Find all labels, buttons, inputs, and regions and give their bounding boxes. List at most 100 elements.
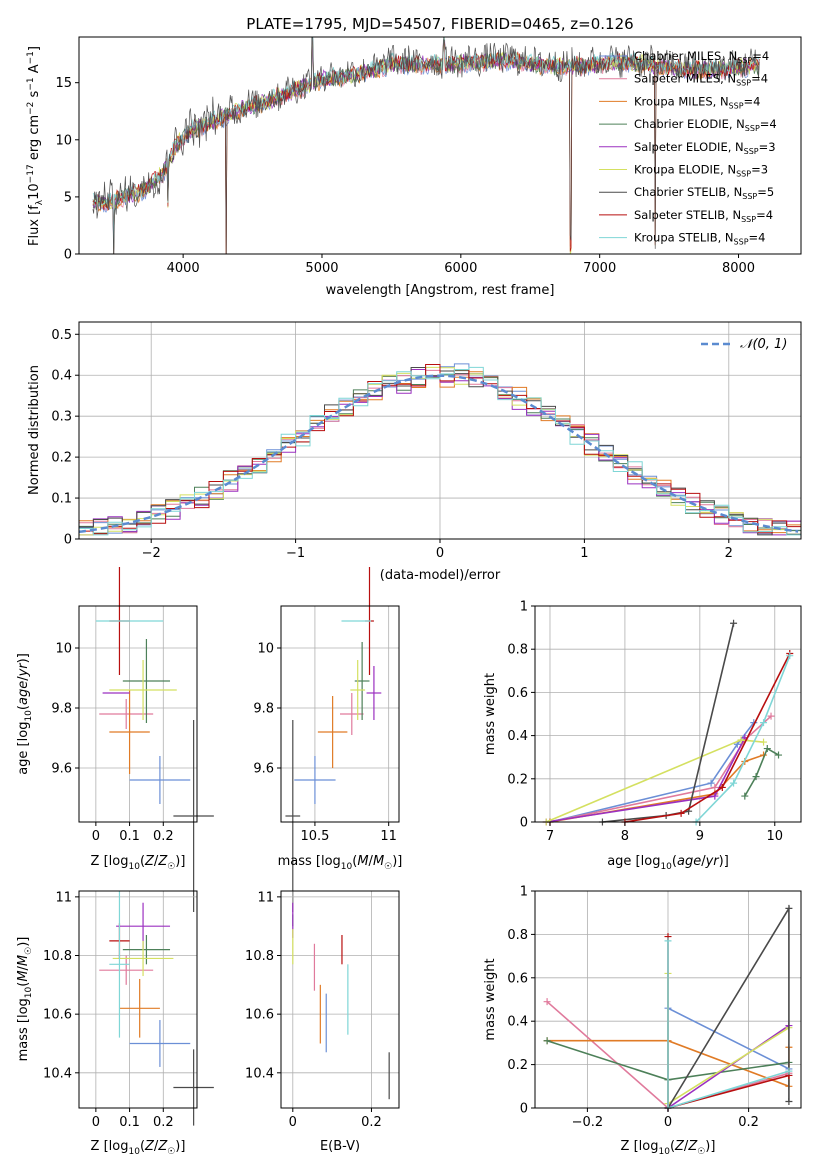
y-tick-label: 0.6 [507, 686, 528, 701]
error-point [109, 690, 150, 774]
age-mass-marks [285, 567, 382, 912]
mass-z-marks [99, 891, 214, 1126]
error-bars [292, 902, 390, 1100]
x-tick-label: 10 [767, 829, 784, 844]
y-axis-label: mass weight [483, 958, 498, 1040]
x-axis-label: wavelength [Angstrom, rest frame] [326, 283, 555, 298]
y-tick-label: 0 [64, 248, 72, 263]
x-tick-label: 5000 [305, 261, 338, 276]
age-z-marks [95, 567, 214, 912]
y-axis-label: mass [log10(M/M☉)] [16, 937, 34, 1062]
y-tick-label: 0.8 [507, 928, 528, 943]
y-tick-label: 11 [257, 890, 274, 905]
y-tick-label: 0.4 [507, 729, 528, 744]
x-axis-label: (data-model)/error [380, 568, 501, 583]
x-tick-label: 10.5 [300, 829, 329, 844]
weight-marker [677, 809, 685, 817]
error-point [99, 955, 154, 985]
axes-frame [534, 605, 802, 823]
histogram-salpeter-stelib [79, 364, 801, 535]
error-point [99, 699, 154, 729]
error-bars [95, 567, 214, 912]
legend-label: 𝒩(0, 1) [740, 337, 787, 352]
weight-line [667, 936, 790, 1110]
weight-marker [730, 619, 738, 627]
error-point [112, 940, 174, 977]
x-tick-label: 2 [725, 546, 733, 561]
weight-marker [760, 738, 768, 746]
mass-ebv-frame: 0 0.2 10.4 10.6 10.8 11 E(B-V) [245, 890, 400, 1154]
x-axis-label: Z [log10(Z/Z☉)] [91, 854, 186, 872]
y-tick-label: 0.1 [51, 492, 72, 507]
weight-z-marks [543, 904, 793, 1112]
weight-marker [664, 937, 672, 945]
error-point [122, 934, 171, 965]
x-tick-label: 7000 [583, 261, 616, 276]
y-tick-label: 10.8 [245, 949, 274, 964]
error-point [173, 720, 214, 912]
x-tick-label: 0.2 [153, 1115, 174, 1130]
weight-series [546, 719, 758, 826]
spectrum-frame: 4000 5000 6000 7000 8000 0 5 10 15 wavelength [An… [26, 36, 802, 298]
error-bars [99, 891, 214, 1126]
error-point [129, 1020, 191, 1067]
x-axis-label: Z [log10(Z/Z☉)] [621, 1139, 716, 1157]
error-point [173, 1049, 214, 1126]
x-tick-label: −1 [286, 546, 305, 561]
error-point [119, 978, 160, 1038]
x-tick-label: 7 [546, 829, 554, 844]
error-bars [285, 567, 382, 912]
error-point [294, 756, 336, 804]
weight-line [549, 722, 755, 823]
weight-marker [775, 751, 783, 759]
y-tick-label: 1 [520, 600, 528, 615]
y-tick-label: 10.4 [43, 1066, 72, 1081]
weight-z-frame: −0.2 0 0.2 0 0.2 0.4 0.6 0.8 1 Z [log10(Z/Z☉)] mas… [483, 885, 802, 1157]
spectrum-line [92, 37, 760, 254]
weight-series [664, 1022, 793, 1112]
weight-line [624, 653, 791, 823]
spectrum-line [92, 37, 760, 254]
y-tick-label: 10 [257, 642, 274, 657]
weight-marker [785, 1067, 793, 1075]
x-tick-label: 0.2 [153, 829, 174, 844]
x-axis-label: Z [log10(Z/Z☉)] [91, 1139, 186, 1157]
figure-title: PLATE=1795, MJD=54507, FIBERID=0465, z=0… [246, 15, 633, 33]
weight-marker [543, 1037, 551, 1045]
age-mass-frame: 10.5 11 9.6 9.8 10 mass [log10(M/M☉)] [253, 605, 402, 872]
weight-line [744, 747, 779, 797]
weight-marker [741, 792, 749, 800]
y-tick-label: 0.6 [507, 971, 528, 986]
error-point [109, 660, 177, 720]
y-tick-label: 9.8 [51, 702, 72, 717]
mass-z-frame: 0 0.1 0.2 10.4 10.6 10.8 11 Z [log10(Z/Z☉)] mass… [16, 890, 198, 1157]
y-axis-label: Normed distribution [27, 365, 42, 495]
x-tick-label: 0.2 [361, 1115, 382, 1130]
axes-frame [78, 605, 198, 823]
x-axis-label: E(B-V) [320, 1139, 360, 1154]
y-tick-label: 10 [55, 133, 72, 148]
spectrum-legend: Chabrier MILES, NSSP=4 Salpeter MILES, NS… [599, 49, 777, 247]
x-tick-label: 0.1 [119, 829, 140, 844]
legend-label: Kroupa ELODIE, NSSP=3 [634, 163, 768, 179]
x-tick-label: 0 [92, 829, 100, 844]
weight-age-marks [542, 619, 794, 826]
y-tick-label: 0.8 [507, 643, 528, 658]
legend-label: Kroupa MILES, NSSP=4 [634, 94, 760, 110]
weight-series [664, 1004, 793, 1112]
weight-marker [767, 712, 775, 720]
weight-line [549, 715, 772, 823]
y-tick-label: 0.2 [51, 451, 72, 466]
x-tick-label: 1 [580, 546, 588, 561]
y-tick-label: 10.4 [245, 1066, 274, 1081]
weight-marker [760, 719, 768, 727]
error-point [366, 666, 382, 720]
weight-line [695, 655, 791, 823]
legend-label: Kroupa STELIB, NSSP=4 [634, 231, 765, 247]
y-axis-label: age [log10(age/yr)] [16, 653, 34, 775]
x-tick-label: 9 [696, 829, 704, 844]
x-tick-label: 0.2 [738, 1115, 759, 1130]
weight-series [664, 937, 793, 1112]
weight-line [545, 739, 764, 823]
